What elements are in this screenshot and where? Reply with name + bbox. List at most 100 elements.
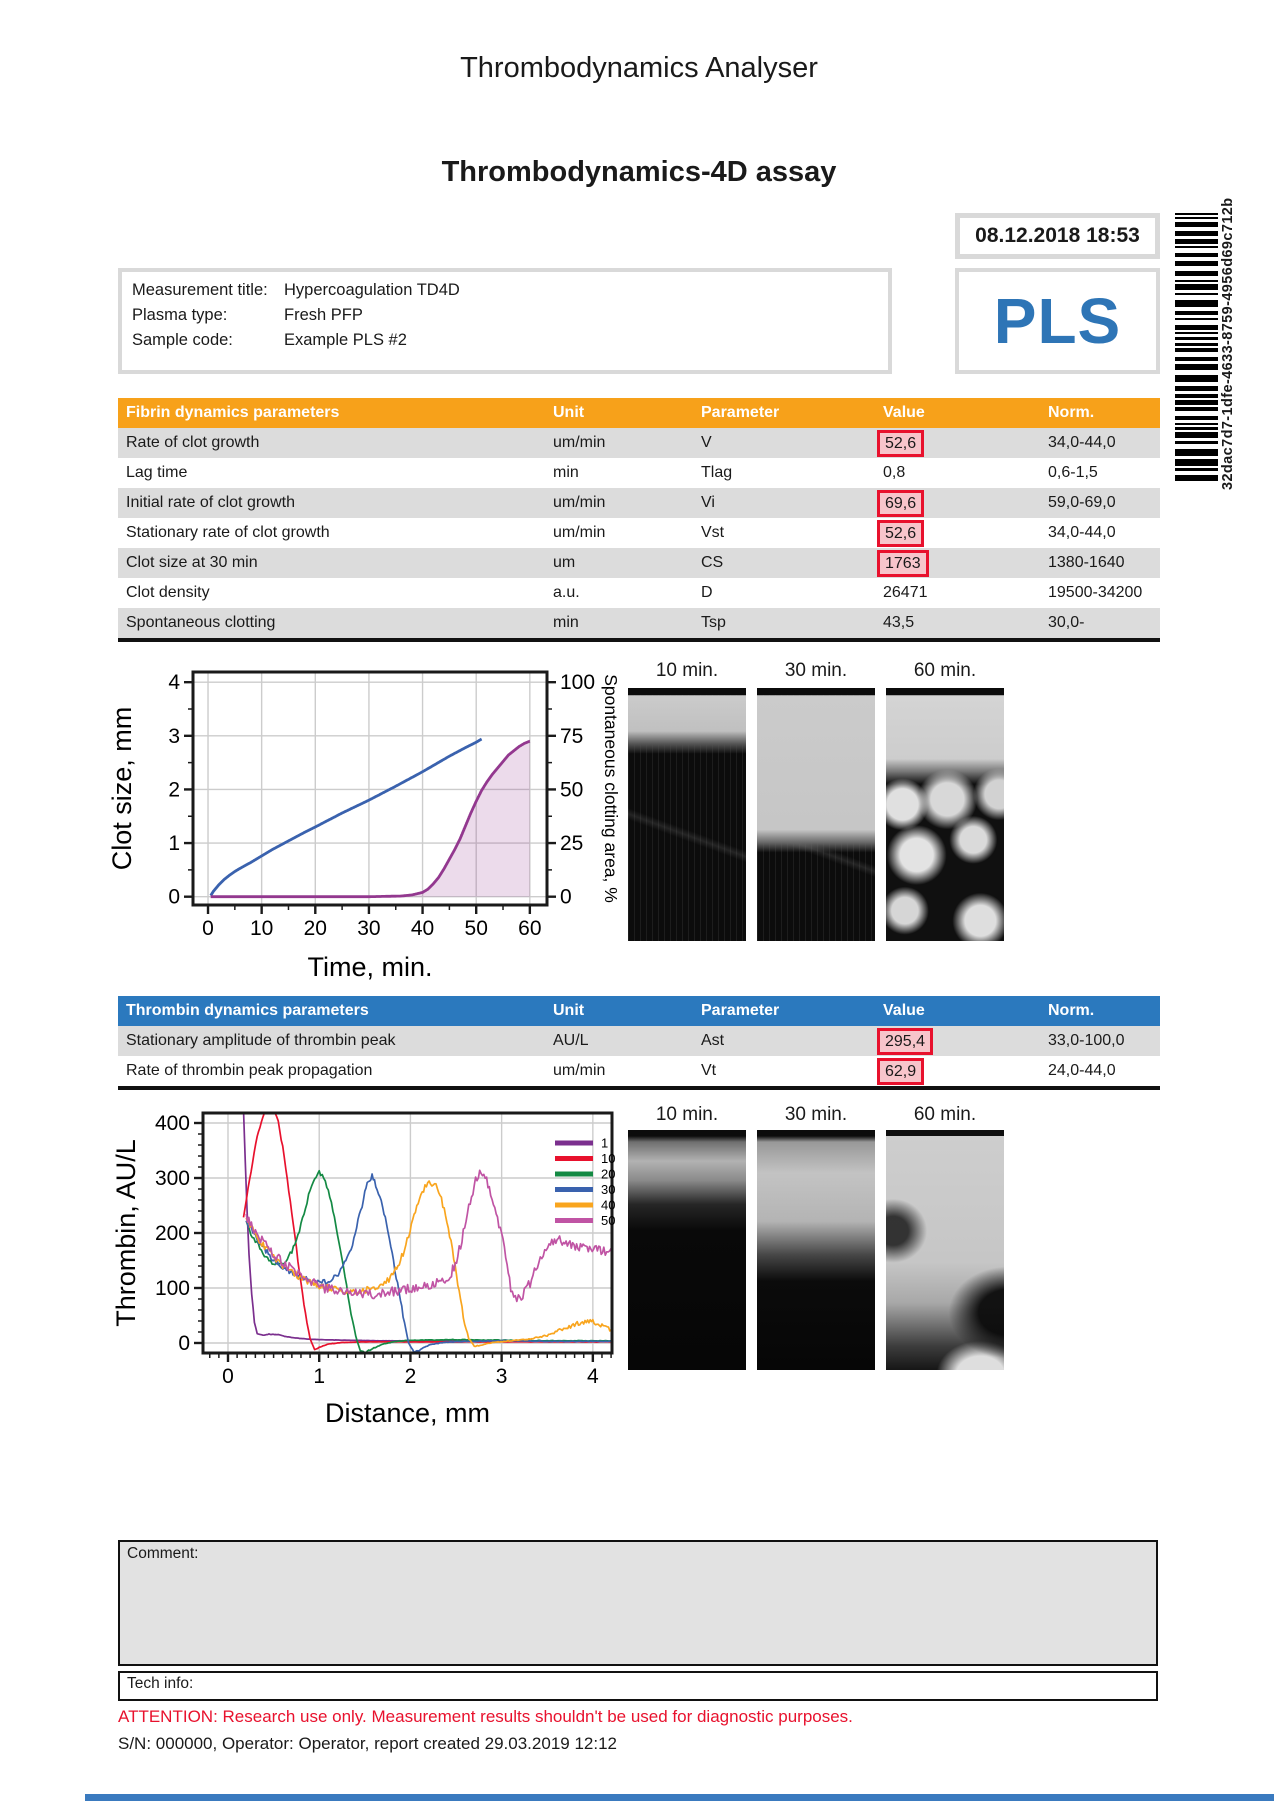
fibrin-table-cell-parameter: CS (701, 554, 724, 571)
flagged-value-box: 62,9 (877, 1057, 925, 1085)
fibrin-table-header-3: Value (883, 404, 925, 421)
sample-info-box: Measurement title: Hypercoagulation TD4D… (118, 268, 892, 374)
legend-label-1: 1 (601, 1136, 608, 1151)
chart2-xlabel: Distance, mm (325, 1398, 490, 1428)
tech-info-box: Tech info: (118, 1671, 1158, 1701)
fibrin-table-cell-unit: um/min (553, 524, 606, 541)
barcode (1175, 213, 1218, 481)
thrombin-table-cell-parameter: Vt (701, 1062, 717, 1079)
svg-text:4: 4 (587, 1365, 599, 1388)
plasma-type-label: Plasma type: (132, 306, 228, 324)
fibrin-table-cell-unit: um/min (553, 494, 606, 511)
svg-text:0: 0 (168, 886, 180, 909)
chart1-ylabel-right: Spontaneous clotting area, % (601, 674, 621, 903)
legend-label-10: 10 (601, 1151, 615, 1166)
fibrin-table-cell-parameter: V (701, 434, 712, 451)
fibrin-table-cell-norm: 19500-34200 (1048, 584, 1143, 601)
flagged-value-box: 69,6 (877, 489, 925, 517)
svg-text:40: 40 (411, 917, 434, 940)
svg-text:50: 50 (465, 917, 488, 940)
thrombin-table-header-2: Parameter (701, 1002, 780, 1019)
thrombin-table-cell-name: Stationary amplitude of thrombin peak (126, 1032, 396, 1049)
svg-text:3: 3 (168, 725, 180, 748)
attention-text: ATTENTION: Research use only. Measuremen… (118, 1707, 853, 1726)
svg-text:4: 4 (168, 671, 180, 694)
fibrin-table-cell-name: Clot density (126, 584, 210, 601)
fibrin-table-cell-parameter: Tsp (701, 614, 726, 631)
svg-text:50: 50 (560, 778, 583, 801)
series-line-40 (245, 1180, 612, 1348)
thrombin-table-row: Stationary amplitude of thrombin peak AU/… (118, 1026, 1160, 1056)
series-line-clot-size (209, 737, 483, 897)
svg-text:25: 25 (560, 832, 583, 855)
sample-code-label: Sample code: (132, 331, 233, 349)
sample-code-value: Example PLS #2 (284, 331, 407, 349)
fibrin-table-cell-unit: um (553, 554, 576, 571)
thrombin-table-cell-norm: 24,0-44,0 (1048, 1062, 1116, 1079)
fibrin-table-cell-value: 0,8 (883, 464, 906, 481)
thrombin-microscopy-image-30min (757, 1130, 875, 1370)
pls-logo: PLS (955, 268, 1160, 374)
fibrin-table-cell-value: 52,6 (875, 429, 1040, 457)
fibrin-table-row: Clot size at 30 min um CS 1763 1380-1640 (118, 548, 1160, 578)
thrombin-table-cell-parameter: Ast (701, 1032, 725, 1049)
fibrin-image-label-10min: 10 min. (655, 660, 719, 681)
fibrin-table-cell-norm: 34,0-44,0 (1048, 524, 1116, 541)
fibrin-table-cell-value: 69,6 (875, 489, 1040, 517)
fibrin-table-row: Rate of clot growth um/min V 52,6 34,0-44,0 (118, 428, 1160, 458)
fibrin-table-header-0: Fibrin dynamics parameters (126, 404, 340, 421)
svg-text:400: 400 (155, 1112, 190, 1135)
legend-label-20: 20 (601, 1167, 615, 1182)
thrombin-table-row: Rate of thrombin peak propagation um/min V… (118, 1056, 1160, 1086)
thrombin-table-cell-value: 295,4 (875, 1027, 1040, 1055)
svg-text:100: 100 (155, 1277, 190, 1300)
fibrin-table-row: Initial rate of clot growth um/min Vi 69,6 5… (118, 488, 1160, 518)
measurement-title-value: Hypercoagulation TD4D (284, 281, 460, 299)
fibrin-table-cell-unit: a.u. (553, 584, 580, 601)
legend-label-40: 40 (601, 1198, 615, 1213)
thrombin-table: Thrombin dynamics parameters Unit Paramete… (118, 996, 1160, 1090)
thrombin-table-header-4: Norm. (1048, 1002, 1095, 1019)
fibrin-microscopy-image-60min (886, 688, 1004, 941)
fibrin-table-cell-parameter: D (701, 584, 713, 601)
fibrin-table-cell-norm: 34,0-44,0 (1048, 434, 1116, 451)
flagged-value-box: 1763 (877, 549, 929, 577)
fibrin-table-cell-norm: 0,6-1,5 (1048, 464, 1098, 481)
svg-text:200: 200 (155, 1222, 190, 1245)
serial-operator-line: S/N: 000000, Operator: Operator, report … (118, 1734, 617, 1753)
svg-text:0: 0 (560, 886, 572, 909)
flagged-value-box: 52,6 (877, 429, 925, 457)
fibrin-microscopy-image-30min (757, 688, 875, 941)
thrombin-table-header-3: Value (883, 1002, 925, 1019)
fibrin-table-cell-value: 1763 (875, 549, 1040, 577)
svg-text:0: 0 (222, 1365, 234, 1388)
legend-label-50: 50 (601, 1213, 615, 1228)
thrombin-table-cell-unit: um/min (553, 1062, 606, 1079)
svg-text:2: 2 (405, 1365, 417, 1388)
fibrin-table-row: Stationary rate of clot growth um/min Vst 5… (118, 518, 1160, 548)
chart2-ylabel: Thrombin, AU/L (111, 1139, 141, 1327)
thrombin-table-cell-value: 62,9 (875, 1057, 1040, 1085)
measurement-title-label: Measurement title: (132, 281, 268, 299)
fibrin-table-header-2: Parameter (701, 404, 780, 421)
series-line-50 (245, 1169, 612, 1303)
fibrin-table-header-1: Unit (553, 404, 585, 421)
fibrin-table-cell-unit: min (553, 614, 579, 631)
comment-label: Comment: (127, 1545, 199, 1562)
thrombin-microscopy-image-60min (886, 1130, 1004, 1370)
svg-text:60: 60 (518, 917, 541, 940)
fibrin-table-cell-parameter: Vi (701, 494, 715, 511)
thrombin-table-cell-unit: AU/L (553, 1032, 589, 1049)
fibrin-table: Fibrin dynamics parameters Unit Parameter V… (118, 398, 1160, 642)
svg-text:30: 30 (357, 917, 380, 940)
flagged-value-box: 52,6 (877, 519, 925, 547)
fibrin-image-label-60min: 60 min. (913, 660, 977, 681)
fibrin-table-row: Spontaneous clotting min Tsp 43,5 30,0- (118, 608, 1160, 638)
svg-text:75: 75 (560, 725, 583, 748)
fibrin-table-cell-value: 26471 (883, 584, 928, 601)
legend-label-30: 30 (601, 1182, 615, 1197)
svg-text:3: 3 (496, 1365, 508, 1388)
